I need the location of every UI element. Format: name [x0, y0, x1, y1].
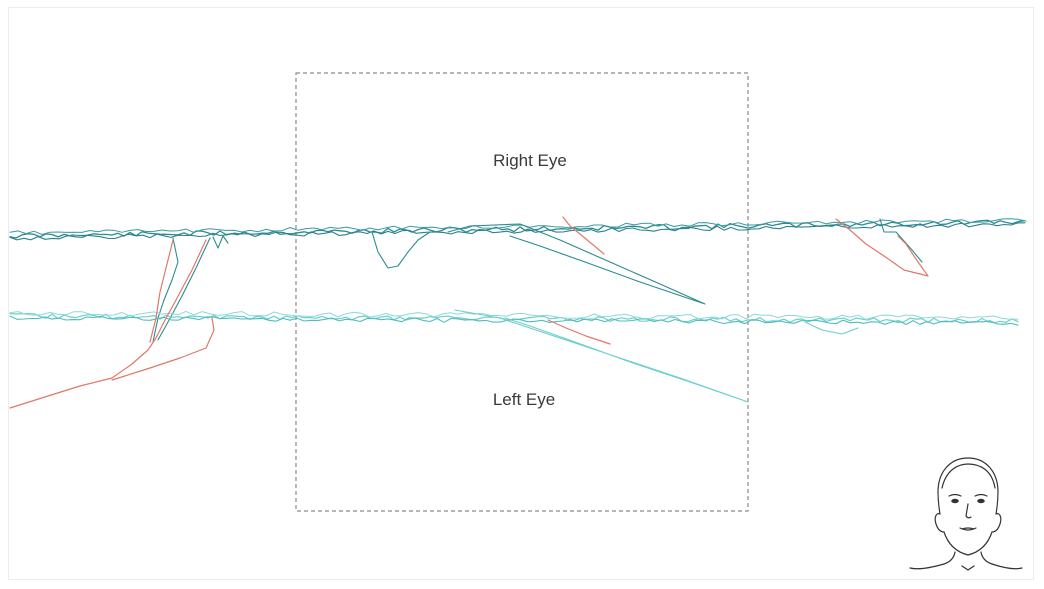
right-eye-excursion-1	[152, 237, 179, 343]
left-eye-label: Left Eye	[493, 390, 555, 409]
right-eye-trace-line-1	[9, 219, 1025, 239]
right-eye-trace	[9, 218, 1027, 343]
right-eye-excursion-6	[879, 218, 923, 263]
left-eye-excursion-1	[454, 309, 749, 403]
right-eye-excursion-2	[157, 237, 211, 341]
left-eye-excursion-2	[804, 321, 859, 335]
left-eye-trace	[9, 309, 1019, 403]
saccade-traces	[9, 216, 929, 409]
saccade-trace-5	[835, 218, 929, 277]
right-eye-excursion-4	[371, 231, 431, 269]
right-eye-trace-line-2	[9, 222, 1026, 241]
right-eye-excursion-5	[447, 223, 706, 305]
right-eye-trace-line-3	[9, 218, 1027, 235]
saccade-trace-3	[111, 317, 215, 381]
saccade-trace-6	[547, 319, 611, 345]
saccade-trace-4	[562, 216, 605, 255]
left-eye-trace-line-2	[9, 315, 1019, 326]
right-eye-label: Right Eye	[493, 151, 567, 170]
left-eye-trace-line-3	[9, 310, 1019, 320]
right-eye-excursion-3	[212, 235, 229, 249]
head-silhouette-icon	[909, 457, 1023, 571]
diagram-frame	[8, 7, 1034, 580]
saccade-trace-2	[149, 239, 174, 343]
region-of-interest-box	[295, 72, 749, 512]
saccade-trace-1	[9, 239, 207, 409]
